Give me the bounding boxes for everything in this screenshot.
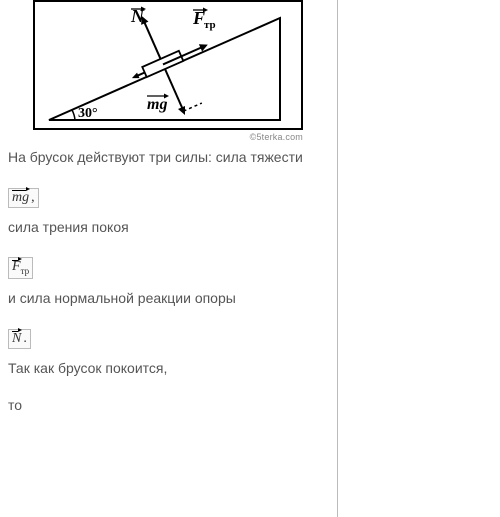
diagram-credit: ©5terka.com bbox=[33, 132, 303, 142]
paragraph-4: Так как брусок покоится, bbox=[8, 359, 329, 379]
diagram-container: 30° bbox=[33, 0, 303, 142]
formula-N: N. bbox=[8, 329, 31, 349]
label-F-sub: тр bbox=[204, 19, 216, 31]
diagram-svg: 30° bbox=[35, 2, 303, 130]
document-page: 30° bbox=[0, 0, 338, 517]
paragraph-2: сила трения покоя bbox=[8, 218, 329, 238]
paragraph-5: то bbox=[8, 396, 329, 416]
angle-label: 30° bbox=[78, 106, 98, 121]
inclined-plane-diagram: 30° bbox=[33, 0, 303, 130]
paragraph-1: На брусок действуют три силы: сила тяжес… bbox=[8, 148, 329, 168]
label-mg: mg bbox=[147, 96, 167, 113]
formula-Ftr: Fтр bbox=[8, 257, 33, 279]
paragraph-3: и сила нормальной реакции опоры bbox=[8, 289, 329, 309]
formula-mg: mg, bbox=[8, 188, 39, 208]
